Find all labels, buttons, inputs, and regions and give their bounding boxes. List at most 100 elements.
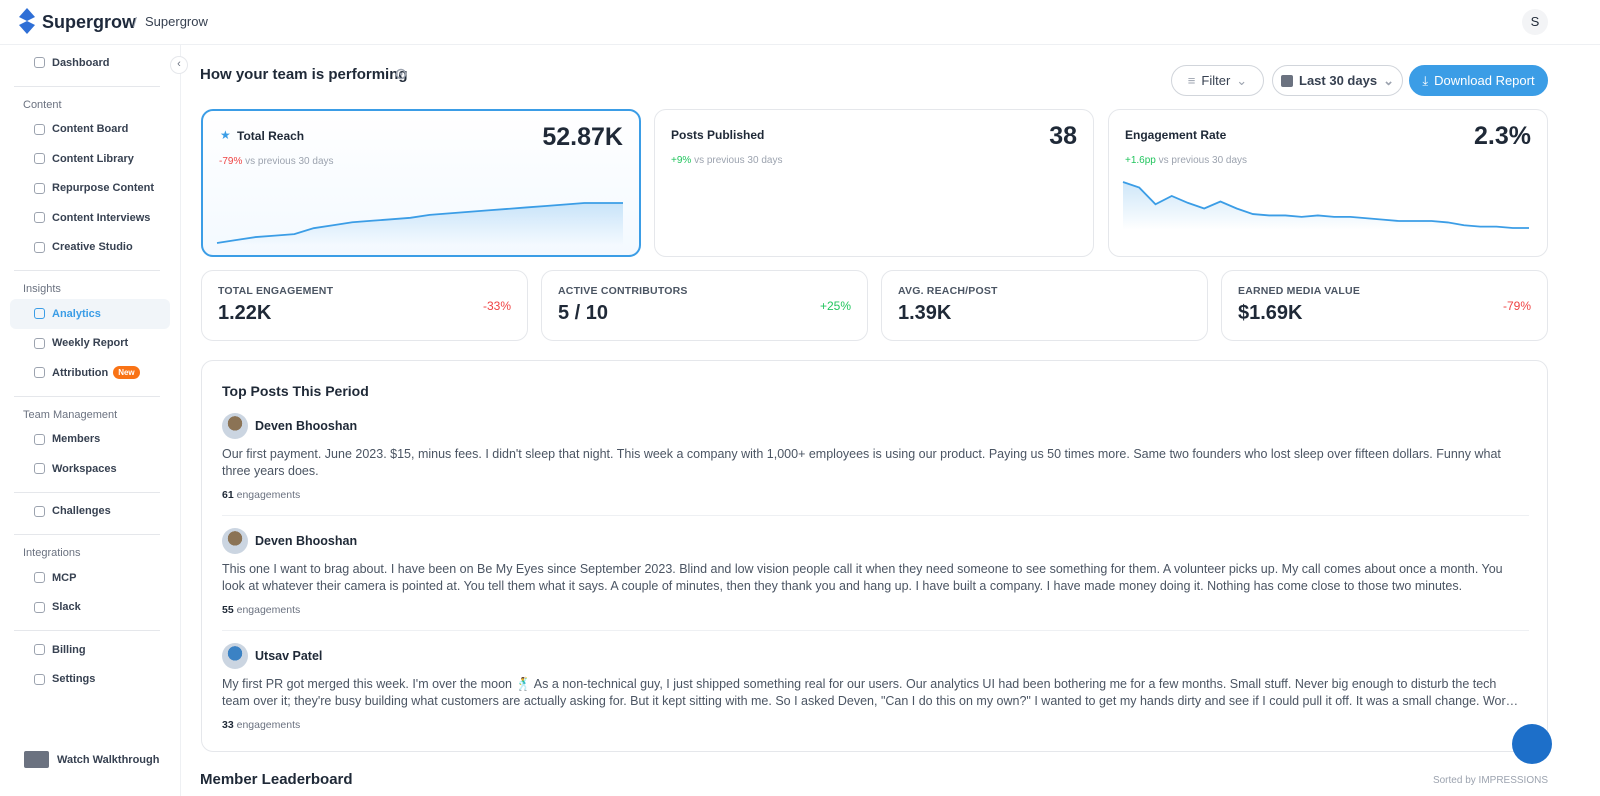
- nav-item[interactable]: Billing: [10, 635, 170, 665]
- nav-label: Analytics: [52, 307, 101, 320]
- section-items: Billing Settings: [0, 635, 180, 694]
- nav-item[interactable]: Repurpose Content: [10, 174, 170, 204]
- post-text: Our first payment. June 2023. $15, minus…: [222, 447, 1501, 478]
- stat-label: TOTAL ENGAGEMENT: [218, 285, 334, 297]
- nav-item[interactable]: Content Library: [10, 144, 170, 174]
- nav-label: Repurpose Content: [52, 182, 155, 195]
- author-name: Deven Bhooshan: [255, 534, 358, 548]
- section-title: Integrations: [23, 547, 81, 559]
- nav-section: Insights Analytics Weekly Report Attributio…: [10, 270, 170, 388]
- nav-item[interactable]: Attribution New: [10, 358, 170, 388]
- sparkline-line: [216, 202, 623, 244]
- engagements: 33 engagements: [222, 719, 300, 731]
- leaderboard-title: Member Leaderboard: [200, 771, 353, 788]
- nav-item[interactable]: Analytics: [10, 299, 170, 329]
- section-title: Insights: [23, 283, 61, 295]
- sparkline-area: [217, 203, 623, 245]
- nav-item[interactable]: Content Interviews: [10, 203, 170, 233]
- stat-value: 5 / 10: [558, 302, 609, 324]
- filter-button[interactable]: ≡ Filter ⌄: [1171, 65, 1264, 96]
- kpi-note: vs previous 30 days: [245, 156, 334, 167]
- nav-item[interactable]: Slack: [10, 593, 170, 623]
- nav-icon: [34, 644, 45, 656]
- nav-item[interactable]: Challenges: [10, 497, 170, 527]
- nav-label: Content Library: [52, 152, 134, 165]
- logo-icon: [19, 8, 35, 34]
- star-icon: ★: [220, 128, 231, 142]
- kpi-change: -79%: [219, 156, 243, 167]
- stat-label: EARNED MEDIA VALUE: [1238, 285, 1361, 297]
- author-avatar: [222, 643, 248, 669]
- walkthrough-label: Watch Walkthrough: [57, 753, 160, 766]
- nav-icon: [34, 153, 45, 165]
- kpi-card[interactable]: ★ Total Reach 52.87K -79% vs previous 30 da…: [201, 109, 641, 257]
- kpi-card[interactable]: Engagement Rate 2.3% +1.6pp vs previous 30…: [1108, 109, 1548, 257]
- chat-button[interactable]: [1512, 724, 1552, 764]
- sparkline: [1122, 181, 1529, 230]
- sparkline-line: [1122, 181, 1529, 229]
- kpi-card[interactable]: Posts Published 38 +9% vs previous 30 days: [654, 109, 1094, 257]
- nav-section: Content Content Board Content Library Repur…: [14, 85, 160, 263]
- range-label: Last 30 days: [1299, 73, 1378, 88]
- nav-item[interactable]: Weekly Report: [10, 329, 170, 359]
- engagement-count: 33: [222, 719, 234, 731]
- nav-icon: [34, 367, 45, 379]
- range-button[interactable]: Last 30 days ⌄: [1272, 65, 1403, 96]
- nav-label: Dashboard: [52, 56, 110, 69]
- nav-icon: [34, 572, 45, 584]
- top-posts-panel: Top Posts This Period Deven Bhooshan Our …: [201, 360, 1548, 752]
- stat-card: ACTIVE CONTRIBUTORS 5 / 10 +25%: [541, 270, 868, 341]
- kpi-label: Posts Published: [671, 128, 765, 142]
- nav-label: Content Board: [52, 123, 129, 136]
- nav-item[interactable]: MCP: [10, 563, 170, 593]
- video-thumbnail: [24, 751, 49, 768]
- author-avatar: [222, 413, 248, 439]
- nav-item[interactable]: Settings: [10, 665, 170, 695]
- nav-label: Billing: [52, 643, 86, 656]
- nav-section: Billing Settings: [14, 630, 160, 694]
- filter-label: Filter: [1201, 73, 1231, 88]
- brand: Supergrow: [42, 12, 137, 32]
- author-name: Deven Bhooshan: [255, 419, 358, 433]
- stat-value: 1.39K: [898, 302, 952, 324]
- nav-item[interactable]: Workspaces: [10, 454, 170, 484]
- engagement-unit: engagements: [236, 604, 301, 616]
- walkthrough[interactable]: Watch Walkthrough: [24, 751, 159, 768]
- stat-label: AVG. REACH/POST: [898, 285, 998, 297]
- user-avatar[interactable]: S: [1522, 9, 1548, 35]
- nav-icon: [34, 463, 45, 475]
- nav-label: Settings: [52, 673, 96, 686]
- nav-section: Challenges: [14, 491, 160, 527]
- kpi-value: 2.3%: [1474, 122, 1531, 150]
- engagements: 55 engagements: [222, 604, 300, 616]
- post[interactable]: Deven Bhooshan This one I want to brag ab…: [222, 528, 1529, 631]
- download-button[interactable]: ⤓ Download Report: [1409, 65, 1548, 96]
- top-bar: Supergrow / Supergrow S: [0, 0, 1600, 45]
- sparkline: [216, 202, 623, 245]
- collapse-button[interactable]: ‹: [170, 56, 188, 74]
- post[interactable]: Deven Bhooshan Our first payment. June 20…: [222, 413, 1529, 516]
- leaderboard-sort: Sorted by IMPRESSIONS: [1432, 775, 1548, 786]
- nav-section: Team Management Members Workspaces: [14, 395, 160, 484]
- settings-icon[interactable]: [395, 68, 407, 80]
- nav-item[interactable]: Members: [10, 425, 170, 455]
- page-title: How your team is performing: [200, 66, 408, 83]
- nav-icon: [34, 433, 45, 445]
- nav-label: Attribution: [52, 366, 109, 379]
- kpi-change-line: +9% vs previous 30 days: [671, 155, 782, 166]
- stat-card: AVG. REACH/POST 1.39K: [881, 270, 1208, 341]
- nav-item[interactable]: Dashboard: [10, 48, 170, 78]
- nav-label: Workspaces: [52, 462, 117, 475]
- workspace-name[interactable]: Supergrow: [145, 14, 208, 29]
- engagement-count: 61: [222, 489, 234, 501]
- nav-item[interactable]: Content Board: [10, 115, 170, 145]
- nav-icon: [34, 241, 45, 253]
- kpi-change-line: -79% vs previous 30 days: [219, 156, 334, 167]
- nav-label: MCP: [52, 571, 77, 584]
- separator: /: [133, 14, 137, 30]
- post[interactable]: Utsav Patel My first PR got merged this w…: [222, 643, 1529, 746]
- nav-item[interactable]: Creative Studio: [10, 233, 170, 263]
- nav-section: Integrations MCP Slack: [14, 534, 160, 622]
- stat-change: +25%: [819, 299, 851, 313]
- section-items: Challenges: [0, 497, 180, 527]
